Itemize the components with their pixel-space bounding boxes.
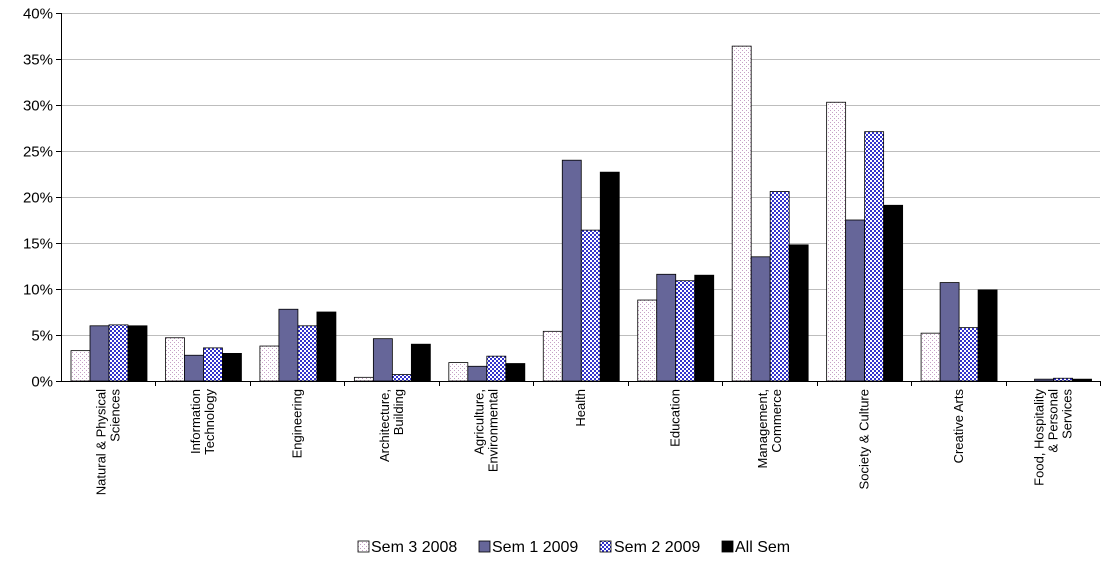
bar-sem-1-2009-2 <box>278 308 299 382</box>
legend-swatch-sem-3-2008 <box>357 540 370 553</box>
x-category-label-line: Commerce <box>769 389 784 453</box>
bar-all-sem-0 <box>127 325 148 382</box>
y-tick-label: 5% <box>31 328 53 345</box>
bar-sem-3-2008-8 <box>826 101 847 382</box>
bar-all-sem-8 <box>883 204 904 382</box>
bar-sem-3-2008-1 <box>165 337 185 382</box>
x-category-label-line: Food, Hospitality <box>1031 389 1046 486</box>
bar-sem-2-2009-4 <box>486 355 507 382</box>
y-tick-label: 25% <box>23 144 53 161</box>
axes <box>56 13 1101 386</box>
bar-sem-2-2009-8 <box>864 131 885 382</box>
x-category-label: Agriculture, Environmental <box>472 389 501 472</box>
x-category-label-line: Sciences <box>108 389 123 442</box>
x-category-label-line: Environmental <box>486 389 501 472</box>
legend-label: All Sem <box>735 539 790 556</box>
bar-sem-1-2009-8 <box>845 219 866 382</box>
bar-sem-1-2009-6 <box>656 273 677 382</box>
bar-sem-1-2009-3 <box>372 338 393 382</box>
y-tick-label: 0% <box>31 374 53 391</box>
x-category-label: Architecture, Building <box>377 389 406 462</box>
bar-sem-2-2009-0 <box>108 324 129 382</box>
bar-sem-2-2009-1 <box>203 347 223 382</box>
x-category-label-line: Services <box>1059 389 1074 439</box>
bar-sem-1-2009-1 <box>184 354 204 382</box>
bar-sem-3-2008-0 <box>70 350 91 382</box>
x-category-labels: Natural & Physical Sciences Information Tec… <box>94 389 1075 496</box>
bar-sem-3-2008-6 <box>637 299 658 382</box>
x-category-label-line: Management, <box>755 389 770 469</box>
x-category-label-line: Natural & Physical <box>94 389 109 495</box>
bar-all-sem-4 <box>505 363 526 382</box>
legend-swatch-all-sem <box>721 540 734 553</box>
x-category-label-line: Health <box>573 389 588 427</box>
y-tick-label: 30% <box>23 98 53 115</box>
x-category-label: Health <box>573 389 588 427</box>
bar-all-sem-1 <box>222 352 242 382</box>
bar-sem-2-2009-5 <box>580 229 601 382</box>
bar-all-sem-9 <box>977 289 998 382</box>
bar-sem-3-2008-2 <box>259 345 280 382</box>
bar-sem-3-2008-7 <box>731 45 752 382</box>
y-tick-label: 15% <box>23 236 53 253</box>
x-category-label: Management, Commerce <box>755 389 784 469</box>
bar-sem-1-2009-7 <box>750 256 771 382</box>
x-category-label: Food, Hospitality & Personal Services <box>1031 389 1074 486</box>
x-category-label-line: Creative Arts <box>951 389 966 464</box>
y-tick-label: 35% <box>23 52 53 69</box>
bar-sem-1-2009-5 <box>561 159 582 382</box>
legend: Sem 3 2008 Sem 1 2009 Sem 2 2009 All Sem <box>357 539 790 556</box>
y-tick-labels: 0% 5% 10% 15% 20% 25% 30% 35% 40% <box>23 6 53 391</box>
bar-sem-2-2009-6 <box>675 280 696 382</box>
bar-sem-1-2009-10 <box>1034 378 1054 382</box>
bar-sem-3-2008-3 <box>353 376 374 382</box>
x-category-label: Natural & Physical Sciences <box>94 389 123 496</box>
bar-sem-3-2008-4 <box>448 362 469 382</box>
y-tick-label: 40% <box>23 6 53 23</box>
bar-all-sem-3 <box>410 343 431 382</box>
bar-sem-2-2009-7 <box>769 191 790 382</box>
x-category-label: Information Technology <box>188 389 217 455</box>
x-category-label-line: Architecture, <box>377 389 392 462</box>
bar-sem-3-2008-5 <box>542 330 563 382</box>
x-category-label-line: Information <box>188 389 203 454</box>
bar-sem-2-2009-3 <box>391 374 412 382</box>
bar-sem-3-2008-9 <box>920 332 941 382</box>
x-category-label-line: Society & Culture <box>856 389 871 489</box>
bar-all-sem-10 <box>1072 378 1092 382</box>
y-tick-label: 20% <box>23 190 53 207</box>
bar-sem-1-2009-4 <box>467 365 488 382</box>
x-category-label: Engineering <box>290 389 305 458</box>
legend-swatch-sem-1-2009 <box>478 540 491 553</box>
bar-sem-2-2009-10 <box>1053 377 1073 382</box>
x-category-label-line: & Personal <box>1045 389 1060 453</box>
bar-all-sem-2 <box>316 311 337 382</box>
y-tick-label: 10% <box>23 282 53 299</box>
bar-all-sem-5 <box>599 171 620 382</box>
bar-all-sem-7 <box>788 244 809 382</box>
bar-sem-2-2009-9 <box>958 327 979 382</box>
bar-sem-2-2009-2 <box>297 325 318 382</box>
bars <box>70 45 1092 382</box>
bar-all-sem-6 <box>694 274 715 382</box>
x-category-label-line: Agriculture, <box>472 389 487 455</box>
x-category-label-line: Education <box>668 389 683 447</box>
x-category-label: Education <box>668 389 683 447</box>
x-category-label: Creative Arts <box>951 389 966 464</box>
legend-label: Sem 2 2009 <box>614 539 700 556</box>
x-category-label: Society & Culture <box>856 389 871 489</box>
legend-label: Sem 1 2009 <box>492 539 578 556</box>
x-category-label-line: Building <box>391 389 406 435</box>
legend-label: Sem 3 2008 <box>371 539 457 556</box>
x-category-label-line: Engineering <box>290 389 305 458</box>
bar-sem-1-2009-0 <box>89 325 110 382</box>
x-category-label-line: Technology <box>202 389 217 455</box>
legend-swatch-sem-2-2009 <box>599 540 612 553</box>
bar-sem-1-2009-9 <box>939 282 960 382</box>
